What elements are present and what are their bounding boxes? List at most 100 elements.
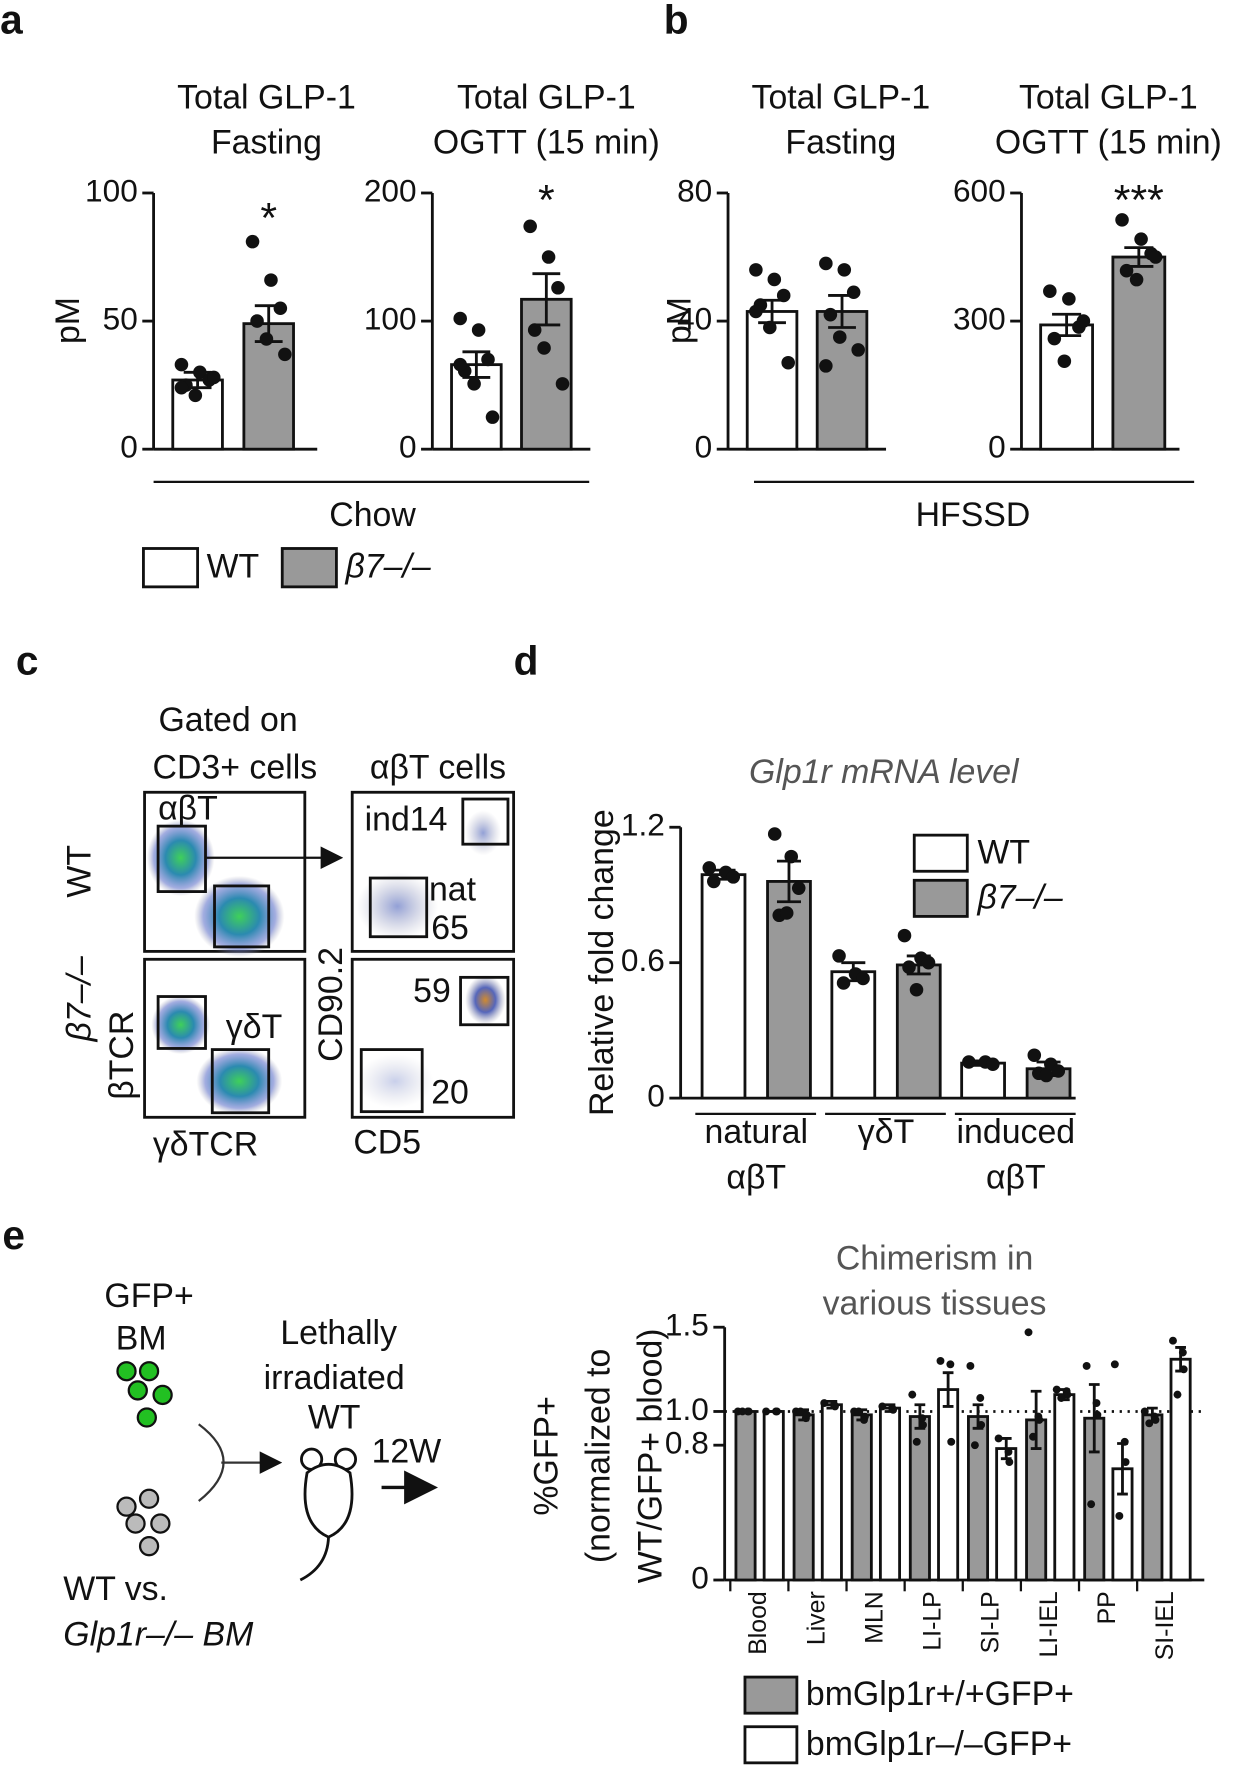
- data-point: [453, 311, 467, 326]
- data-point: [994, 1434, 1003, 1443]
- x-tick-label: SI-LP: [978, 1591, 1005, 1653]
- axis-label: CD90.2: [312, 947, 350, 1062]
- data-point: [485, 410, 500, 424]
- data-point: [1173, 1390, 1182, 1399]
- cell: [138, 1361, 160, 1382]
- data-point: [860, 1412, 869, 1421]
- legend-label: β7–/–: [344, 548, 431, 586]
- data-point: [245, 234, 260, 249]
- y-axis-label: (normalized to: [579, 1349, 617, 1563]
- data-point: [749, 304, 763, 319]
- y-tick-label: 0.6: [621, 942, 665, 978]
- data-point: [193, 365, 207, 380]
- legend-label: WT: [207, 548, 260, 586]
- axis-label: βTCR: [103, 1011, 141, 1100]
- chart-title: Total GLP-1: [177, 78, 356, 116]
- y-tick-label: 0: [695, 429, 713, 465]
- data-point: [1004, 1447, 1013, 1456]
- gate-label: γδT: [226, 1008, 282, 1046]
- group-label: Chow: [329, 496, 416, 534]
- significance: *: [538, 176, 555, 224]
- panel-letter: a: [0, 0, 23, 42]
- data-point: [188, 388, 203, 403]
- chart-title: Fasting: [211, 123, 322, 161]
- data-point: [702, 861, 717, 875]
- legend-swatch: [912, 833, 969, 873]
- data-point: [744, 1407, 753, 1416]
- schematic-label: WT: [308, 1399, 361, 1437]
- data-point: [541, 250, 556, 264]
- cell-cluster: [356, 1054, 434, 1109]
- data-point: [1043, 284, 1057, 298]
- axis-label: γδTCR: [153, 1126, 258, 1164]
- x-tick-label: LI-IEL: [1036, 1591, 1063, 1657]
- x-tick-label: induced: [957, 1113, 1076, 1151]
- chart-title: OGTT (15 min): [433, 123, 660, 161]
- cell-cluster: [151, 995, 211, 1055]
- panel-letter: b: [664, 0, 689, 42]
- bar: [895, 963, 942, 1100]
- gate: [368, 876, 429, 939]
- flow-header: Gated on: [158, 701, 297, 739]
- cell-cluster: [465, 810, 502, 856]
- bar: [878, 1406, 901, 1582]
- bar: [734, 1410, 757, 1582]
- schematic: GFP+ BM Lethally irradiated WT 12W WT vs…: [63, 1277, 441, 1654]
- cell-cluster: [196, 1047, 283, 1116]
- chart-title: Total GLP-1: [1019, 78, 1198, 116]
- data-point: [471, 323, 486, 337]
- y-tick-label: 100: [85, 172, 138, 208]
- y-axis-label: WT/GFP+ blood): [631, 1328, 669, 1583]
- error-bar: [1088, 1383, 1100, 1454]
- data-point: [909, 982, 924, 997]
- flow-panel: Gated on CD3+ cells αβT cells WT β7–/– β…: [60, 701, 516, 1164]
- data-point: [966, 1362, 975, 1370]
- data-point: [986, 1057, 1000, 1072]
- data-point: [854, 1407, 863, 1416]
- chart-title: Chimerism in: [836, 1240, 1033, 1278]
- data-point: [962, 1055, 976, 1069]
- y-tick-label: 50: [103, 300, 138, 336]
- data-point: [1151, 1415, 1160, 1424]
- y-tick-label: 0: [120, 429, 138, 465]
- cell: [125, 1513, 146, 1534]
- data-point: [823, 307, 838, 322]
- data-point: [738, 1407, 747, 1416]
- x-tick-label: Liver: [803, 1591, 830, 1645]
- legend-label: β7–/–: [976, 878, 1063, 916]
- data-point: [1062, 292, 1076, 306]
- schematic-label: 12W: [372, 1433, 442, 1471]
- x-tick-label: αβT: [726, 1158, 786, 1196]
- merge-curve: [198, 1423, 225, 1502]
- data-point: [763, 320, 777, 335]
- error-bar: [462, 350, 491, 379]
- bar: [1039, 323, 1094, 451]
- data-point: [976, 1394, 985, 1402]
- schematic-label: irradiated: [264, 1359, 405, 1397]
- data-point: [851, 343, 865, 357]
- data-point: [1035, 1415, 1044, 1424]
- cell-cluster: [356, 872, 438, 941]
- gate-value: 59: [413, 972, 451, 1010]
- y-tick-label: 1.0: [665, 1391, 709, 1427]
- y-tick-label: 1.5: [665, 1307, 709, 1343]
- data-point: [726, 870, 741, 884]
- legend-swatch: [280, 547, 338, 589]
- data-point: [796, 1407, 805, 1416]
- x-tick-label: SI-IEL: [1152, 1591, 1179, 1660]
- cell-cluster: [146, 819, 215, 897]
- x-tick-label: Blood: [745, 1591, 772, 1654]
- data-point: [453, 357, 467, 372]
- data-point: [819, 256, 833, 271]
- gate: [156, 995, 207, 1050]
- y-tick-label: 1.2: [621, 807, 665, 843]
- cell: [138, 1488, 160, 1509]
- gate-value: 65: [431, 909, 469, 947]
- cell: [138, 1535, 160, 1557]
- gate: [213, 884, 271, 949]
- data-point: [912, 1437, 921, 1446]
- bar: [967, 1415, 990, 1582]
- data-point: [781, 355, 795, 370]
- x-tick-label: LI-LP: [920, 1591, 947, 1650]
- data-point: [936, 1356, 945, 1365]
